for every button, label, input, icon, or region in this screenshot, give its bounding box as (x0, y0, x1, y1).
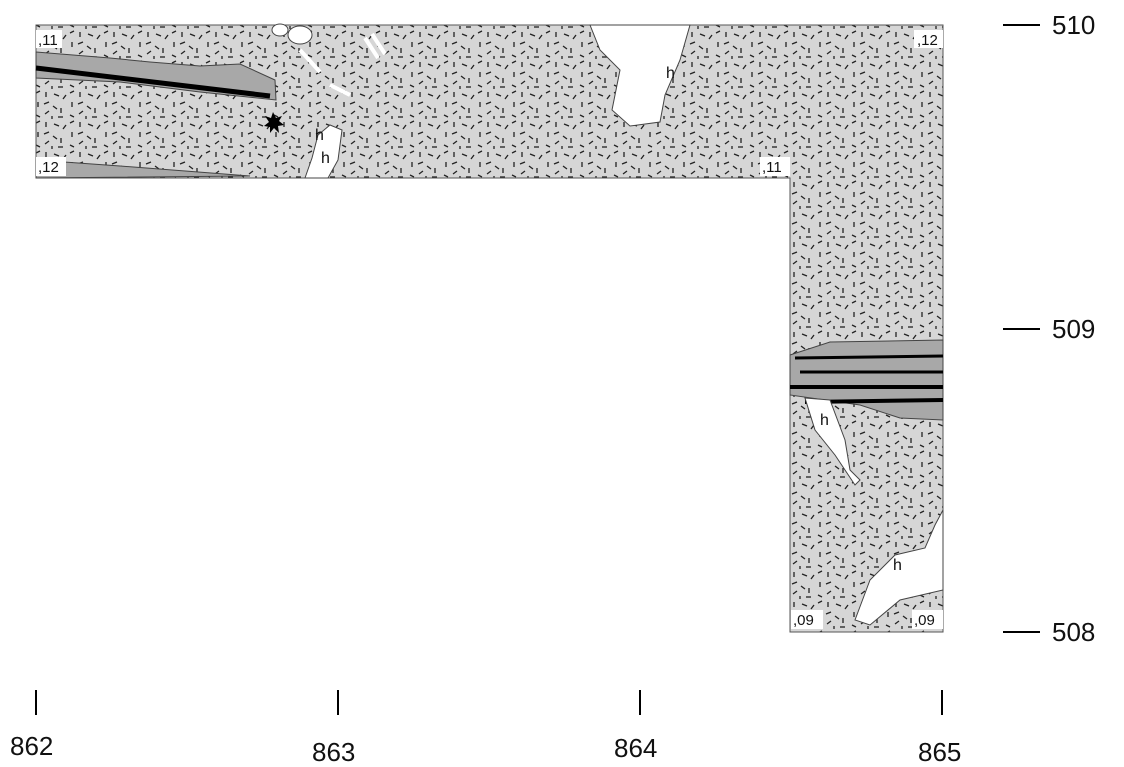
x-label: 865 (918, 737, 961, 767)
feature-label: h (820, 412, 829, 429)
feature-label: h (321, 150, 330, 167)
label-bg (912, 610, 943, 629)
label-bg (914, 30, 943, 48)
elevation: ,09 (793, 612, 814, 629)
elevation: ,12 (917, 32, 938, 49)
elevation: ,09 (914, 612, 935, 629)
y-label: 508 (1052, 617, 1095, 647)
features (271, 23, 944, 626)
elevation: ,11 (762, 159, 782, 176)
label-bg (760, 157, 790, 176)
x-label: 863 (312, 737, 355, 767)
label-bg (36, 30, 62, 48)
x-axis (35, 690, 943, 715)
y-label: 510 (1052, 10, 1095, 40)
stripes (298, 32, 387, 97)
y-axis (1003, 24, 1040, 633)
x-label: 862 (10, 731, 53, 761)
label-bg (36, 157, 66, 176)
elevation: ,12 (38, 159, 59, 176)
elevation: ,11 (38, 32, 58, 49)
x-label: 864 (614, 733, 657, 763)
label-bg (791, 610, 823, 629)
find-marker (264, 112, 284, 133)
feature-label: h (666, 65, 675, 82)
feature-label: h (893, 557, 902, 574)
trench (35, 24, 944, 633)
y-label: 509 (1052, 314, 1095, 344)
feature-label: h (315, 127, 324, 144)
elevation-labels: ,11 ,12 ,12 ,11 ,09 ,09 (36, 30, 943, 629)
